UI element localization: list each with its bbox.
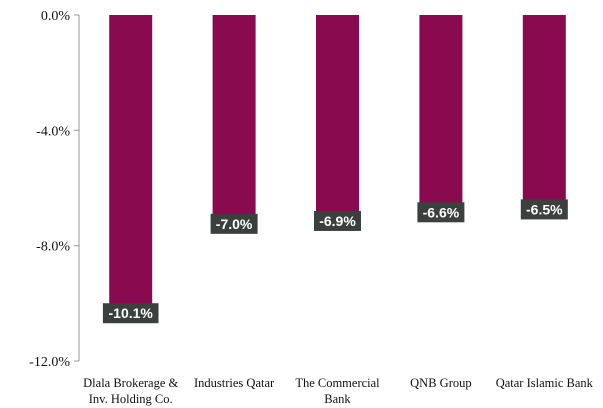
bar xyxy=(522,15,566,203)
data-labels: -10.1% -7.0% -6.9% -6.6% -6.5% xyxy=(102,199,568,324)
bar xyxy=(316,15,359,214)
data-label-box xyxy=(210,213,258,234)
data-label-box xyxy=(102,303,159,324)
category-labels: Dlala Brokerage & Inv. Holding Co. Industr… xyxy=(83,376,593,406)
bar xyxy=(109,15,153,307)
y-tick-label: -4.0% xyxy=(36,124,70,139)
category-label: Qatar Islamic Bank xyxy=(496,376,594,390)
data-label-box xyxy=(520,199,568,220)
y-tick-label: -12.0% xyxy=(29,355,70,370)
bar xyxy=(212,15,256,217)
data-label: -6.9% xyxy=(319,213,356,229)
category-label: Dlala Brokerage & xyxy=(83,376,178,390)
bar xyxy=(419,15,463,206)
category-label: Inv. Holding Co. xyxy=(89,392,173,406)
y-tick-label: -8.0% xyxy=(36,240,70,255)
category-label: Bank xyxy=(324,392,351,406)
bars xyxy=(109,15,566,307)
data-label: -7.0% xyxy=(216,216,253,232)
axes: 0.0% -4.0% -8.0% -12.0% xyxy=(29,9,80,370)
data-label: -6.5% xyxy=(526,201,563,217)
category-label: QNB Group xyxy=(410,376,471,390)
category-label: Industries Qatar xyxy=(194,376,275,390)
category-label: The Commercial xyxy=(295,376,380,390)
data-label: -10.1% xyxy=(109,305,154,321)
y-tick-label: 0.0% xyxy=(41,9,71,24)
data-label-box xyxy=(314,210,361,231)
data-label-box xyxy=(417,202,465,223)
data-label: -6.6% xyxy=(423,204,460,220)
